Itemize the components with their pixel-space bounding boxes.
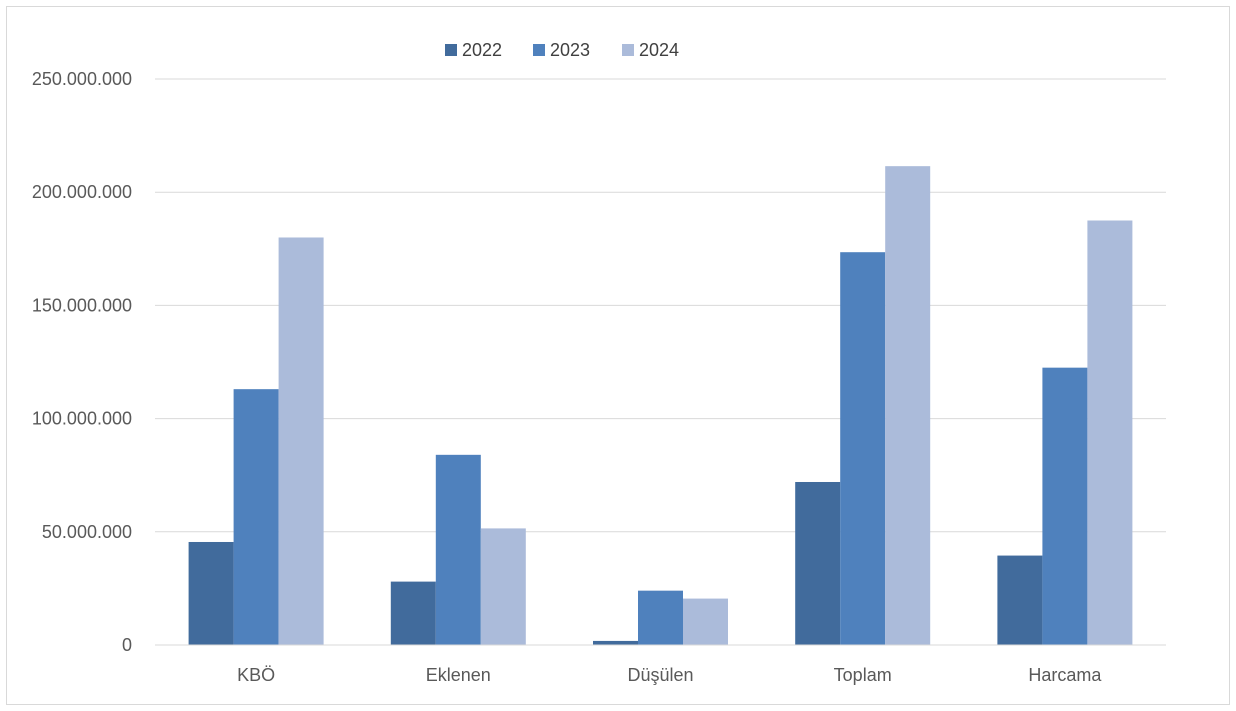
y-tick-label: 150.000.000 (32, 295, 132, 315)
bar-2022-2 (593, 640, 638, 645)
bar-2023-4 (1042, 367, 1088, 645)
chart-frame (6, 6, 1230, 705)
bar-2024-0 (278, 237, 324, 646)
y-tick-label: 0 (122, 635, 132, 655)
x-axis: KBÖ Eklenen Düşülen Toplam Harcama (155, 644, 1166, 685)
legend-swatch-2023 (533, 44, 545, 56)
bar-2022-0 (188, 541, 234, 645)
legend-label-2024: 2024 (639, 40, 679, 60)
bar-2023-3 (840, 252, 886, 646)
x-tick-label: KBÖ (237, 665, 275, 685)
bar-2023-0 (233, 389, 279, 645)
y-tick-label: 50.000.000 (42, 522, 132, 542)
y-tick-label: 200.000.000 (32, 182, 132, 202)
x-tick-label: Toplam (834, 665, 892, 685)
bar-2023-1 (435, 454, 481, 645)
bar-2023-2 (638, 590, 683, 645)
legend-swatch-2024 (622, 44, 634, 56)
bar-2024-1 (480, 528, 526, 645)
x-tick-label: Eklenen (426, 665, 491, 685)
legend-label-2023: 2023 (550, 40, 590, 60)
bar-2022-4 (997, 555, 1043, 645)
y-tick-label: 250.000.000 (32, 69, 132, 89)
legend: 2022 2023 2024 (445, 40, 679, 60)
y-tick-label: 100.000.000 (32, 409, 132, 429)
legend-swatch-2022 (445, 44, 457, 56)
bar-2024-2 (683, 598, 728, 645)
legend-label-2022: 2022 (462, 40, 502, 60)
bar-2022-1 (390, 581, 436, 645)
bars (188, 166, 1133, 646)
y-axis: 0 50.000.000 100.000.000 150.000.000 200.000… (32, 69, 132, 655)
bar-2024-4 (1087, 220, 1133, 645)
x-tick-label: Düşülen (627, 665, 693, 685)
bar-2022-3 (795, 481, 841, 645)
bar-2024-3 (885, 166, 931, 645)
x-tick-label: Harcama (1028, 665, 1102, 685)
